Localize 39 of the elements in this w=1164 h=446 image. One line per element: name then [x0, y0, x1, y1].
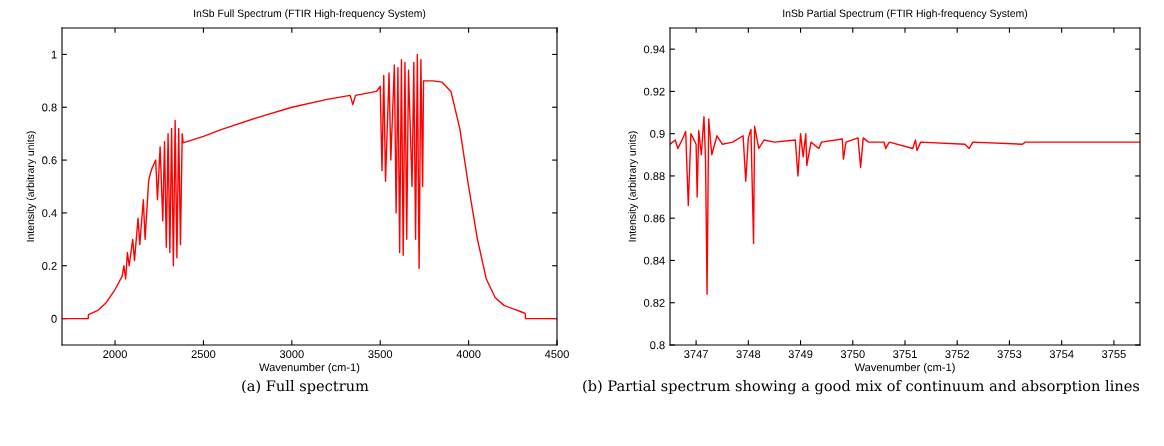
- y-tick-label: 0.84: [643, 256, 665, 265]
- x-tick-label: 3748: [736, 350, 761, 359]
- y-tick-label: 0.4: [42, 209, 57, 218]
- x-tick-label: 3754: [1049, 350, 1074, 359]
- text: (a) Full spectrum: [242, 380, 369, 395]
- y-tick-label: 0: [51, 314, 57, 323]
- x-tick-label: 2500: [191, 350, 216, 359]
- y-tick-label: 0.8: [42, 103, 57, 112]
- x-tick-label: 3755: [1101, 350, 1126, 359]
- y-tick-label: 0.82: [643, 299, 665, 307]
- y-tick-label: 0.92: [643, 87, 665, 96]
- y-tick-label: 0.6: [42, 156, 57, 165]
- x-axis-title: Wavenumber (cm-1): [259, 363, 360, 374]
- y-tick-label: 0.9: [650, 129, 665, 138]
- chart-title: InSb Full Spectrum (FTIR High-frequency System): [194, 9, 426, 20]
- x-tick-label: 3752: [945, 350, 970, 359]
- y-tick-label: 0.8: [650, 341, 665, 350]
- x-tick-label: 3747: [684, 350, 708, 359]
- x-tick-label: 4500: [544, 350, 569, 359]
- y-tick-label: 0.94: [643, 45, 665, 54]
- y-tick-label: 0.88: [643, 172, 665, 181]
- line-series: [670, 116, 1140, 295]
- x-tick-label: 3750: [840, 350, 865, 359]
- y-tick-label: 1: [51, 50, 57, 59]
- y-axis-title: Intensity (arbitrary units): [26, 131, 37, 242]
- x-axis-title: Wavenumber (cm-1): [854, 363, 955, 374]
- x-tick-label: 4000: [456, 350, 481, 359]
- x-tick-label: 3000: [279, 350, 304, 359]
- x-tick-label: 3500: [368, 350, 393, 359]
- x-tick-label: 2000: [103, 350, 127, 359]
- chart-title: InSb Partial Spectrum (FTIR High-frequency System): [783, 9, 1028, 20]
- x-tick-label: 3751: [893, 350, 917, 359]
- line-series: [62, 53, 557, 320]
- y-tick-label: 0.2: [42, 262, 57, 270]
- x-tick-label: 3749: [788, 350, 813, 359]
- x-tick-label: 3753: [997, 350, 1022, 359]
- text: (b) Partial spectrum showing a good mix of continuum and absorption lines: [583, 380, 1140, 395]
- y-axis-title: Intensity (arbitrary units): [628, 131, 638, 242]
- y-tick-label: 0.86: [643, 214, 665, 223]
